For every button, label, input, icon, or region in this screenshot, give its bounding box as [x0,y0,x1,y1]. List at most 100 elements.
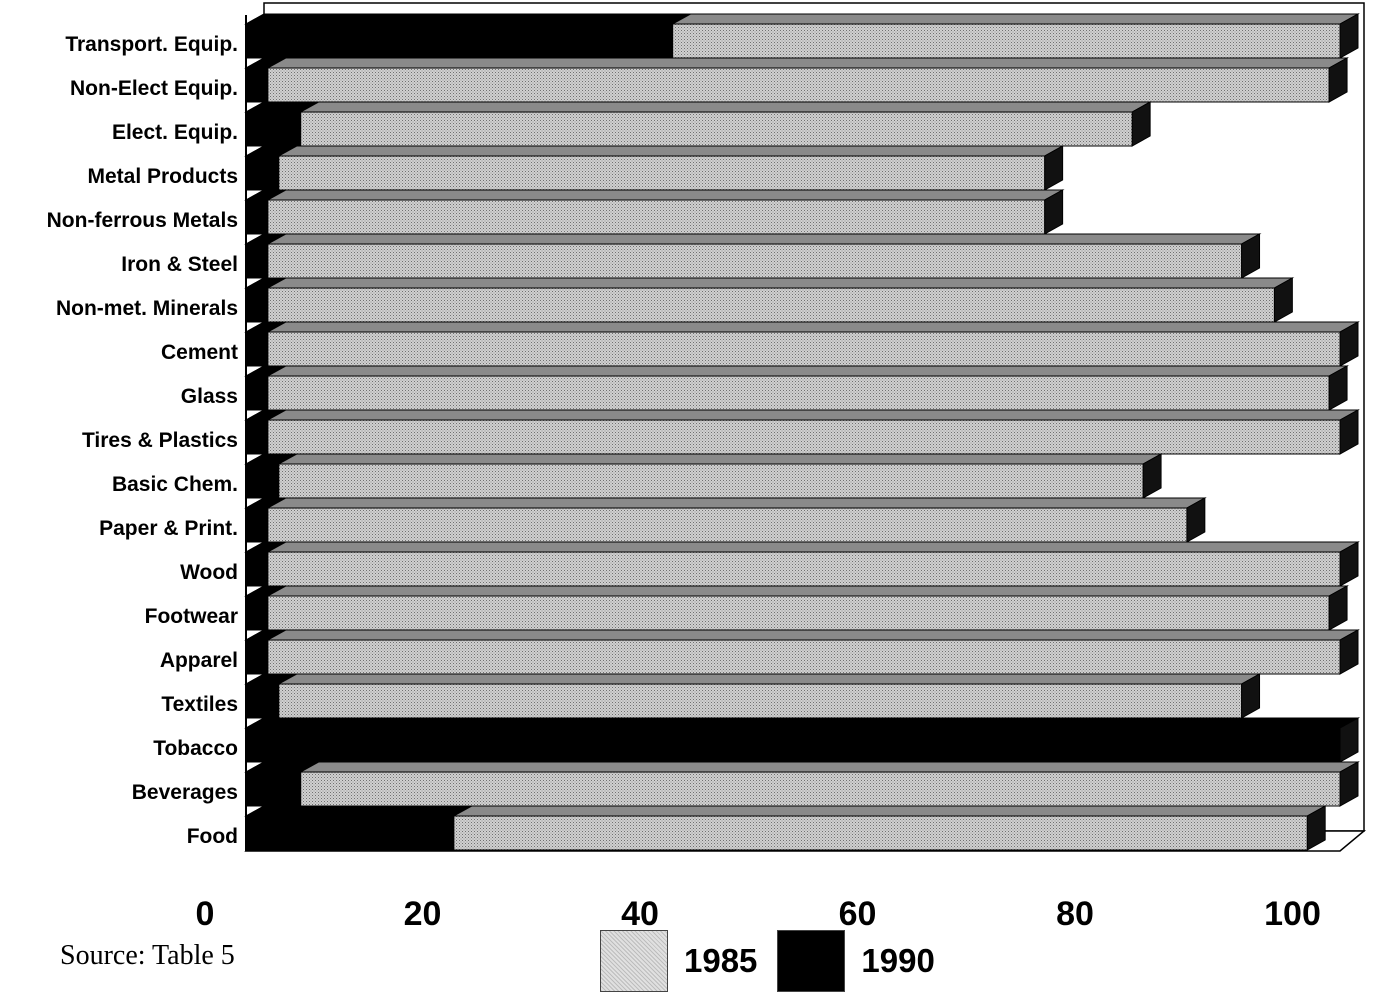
bar-1990 [245,57,288,103]
bar-group [244,13,1360,59]
bar-1985 [245,199,1046,235]
category-label: Metal Products [87,165,238,188]
bar-group [244,629,1360,675]
x-tick-label: 40 [621,895,659,930]
bar-1990 [245,321,288,367]
legend-swatch-1985 [600,930,668,992]
bar-1985 [245,331,1341,367]
bar-1985 [245,771,1341,807]
bar-group [244,145,1065,191]
bar-1990 [245,629,288,675]
bar-group [244,717,1360,763]
bar-1985 [245,243,1243,279]
bar-1990 [245,233,288,279]
bar-1990 [245,277,288,323]
bar-1985-top [244,673,1262,685]
category-label: Food [187,825,238,848]
bar-1985-top [244,277,1295,289]
category-label: Transport. Equip. [65,33,238,56]
bar-1985 [245,595,1330,631]
bar-series [244,13,1360,851]
bar-group [244,321,1360,367]
bar-1985-top [244,409,1360,421]
bar-1985 [245,683,1243,719]
bar-group [244,497,1207,543]
category-label: Glass [181,385,238,408]
category-label: Textiles [161,693,238,716]
bar-1985 [245,551,1341,587]
bar-1985-top [244,321,1360,333]
source-note: Source: Table 5 [60,940,235,971]
bar-1990 [245,541,288,587]
category-label: Apparel [160,649,238,672]
bar-group [244,761,1360,807]
category-label: Non-met. Minerals [56,297,238,320]
bar-1985-top [244,101,1153,113]
bar-group [244,189,1065,235]
bar-1990 [245,101,321,147]
category-label: Non-ferrous Metals [47,209,238,232]
x-tick-label: 20 [404,895,442,930]
bar-group [244,233,1262,279]
bar-1985-top [244,453,1164,465]
bar-1985 [245,419,1341,455]
bar-1990 [245,717,1360,763]
bar-1990 [245,365,288,411]
bar-1985 [245,111,1133,147]
bar-chart: Transport. Equip. Non-Elect Equip. Elect. … [47,2,1367,930]
bar-1990 [245,409,288,455]
bar-group [244,453,1164,499]
bar-group [244,585,1349,631]
category-label: Elect. Equip. [112,121,238,144]
category-label: Wood [180,561,238,584]
category-label: Tires & Plastics [82,429,238,452]
bar-1985-top [244,365,1349,377]
x-tick-label: 100 [1264,895,1321,930]
bar-1985-top [244,585,1349,597]
bar-group [244,101,1153,147]
bar-group [244,57,1349,103]
bar-group [244,409,1360,455]
bar-1985 [245,155,1046,191]
bar-1990 [245,453,299,499]
category-label: Footwear [145,605,238,628]
bar-1985-top [244,761,1360,773]
bar-1990 [245,761,321,807]
bar-group [244,673,1262,719]
bar-1990 [245,13,693,59]
bar-group [244,365,1349,411]
category-labels: Transport. Equip. Non-Elect Equip. Elect. … [47,33,238,848]
bar-1985-top [244,189,1065,201]
bar-1985-top [244,145,1065,157]
bar-1990 [245,145,299,191]
bar-1985-top [244,233,1262,245]
legend: 1985 1990 [600,930,955,992]
bar-1985 [245,67,1330,103]
x-tick-label: 80 [1056,895,1094,930]
legend-swatch-1990 [777,930,846,992]
legend-label-1985: 1985 [684,942,758,979]
category-label: Cement [161,341,238,364]
bar-group [244,541,1360,587]
x-tick-label: 60 [839,895,877,930]
category-label: Beverages [132,781,238,804]
bar-1990 [245,497,288,543]
bar-1985 [245,507,1188,543]
bar-1985 [245,639,1341,675]
bar-1985-top [244,497,1207,509]
bar-1985-top [244,541,1360,553]
category-label: Basic Chem. [112,473,238,496]
category-label: Tobacco [153,737,238,760]
bar-1985 [245,375,1330,411]
bar-1985-top [244,629,1360,641]
bar-1985 [245,287,1275,323]
bar-1990 [245,805,474,851]
bar-1990 [245,585,288,631]
category-label: Iron & Steel [121,253,238,276]
bar-1990 [245,189,288,235]
x-tick-label: 0 [196,895,215,930]
bar-1990 [245,673,299,719]
category-label: Non-Elect Equip. [70,77,238,100]
bar-group [244,277,1295,323]
bar-group [244,805,1328,851]
